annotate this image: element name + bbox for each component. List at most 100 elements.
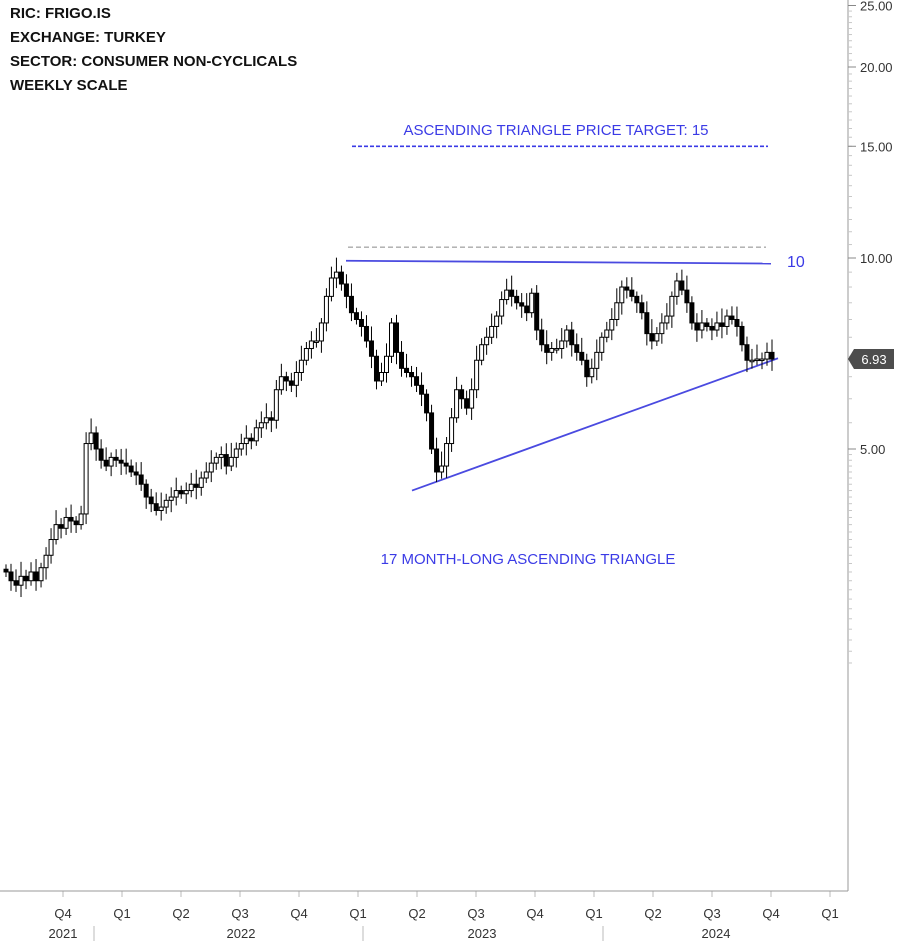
x-year-label: 2022 [227,926,256,941]
candle [333,257,339,289]
candle [759,352,765,370]
candle [248,433,254,450]
candle [243,425,249,456]
x-year-label: 2024 [702,926,731,941]
candle [188,472,194,498]
candle [158,492,164,521]
resistance-line [345,259,772,265]
y-tick-label: 10.00 [860,251,893,266]
candle [584,353,590,387]
x-tick-label: Q1 [585,906,602,921]
exchange-label: EXCHANGE: TURKEY [10,29,166,46]
candle [399,341,405,377]
candle [13,569,19,592]
candle [203,462,209,484]
candle [739,321,745,352]
candle [288,372,294,393]
candle [679,269,685,296]
candle [68,504,74,533]
candle [579,337,585,366]
candle [664,303,670,330]
candle [38,562,44,588]
x-tick-label: Q4 [762,906,779,921]
candle [343,274,349,309]
candle [123,448,129,475]
candle [519,293,525,318]
candle [178,485,184,499]
candle [624,277,630,299]
candle [629,277,635,302]
candle [133,462,139,486]
candle [273,379,279,429]
candle [444,437,450,478]
candle [514,289,520,310]
candle [198,471,204,496]
price-target-label: ASCENDING TRIANGLE PRICE TARGET: 15 [403,122,708,139]
y-tick-label: 20.00 [860,60,893,75]
candle [609,308,615,341]
candle [208,450,214,483]
candle [323,288,329,332]
candle [424,389,430,422]
candle [674,272,680,305]
candle [163,493,169,514]
support-line [411,357,779,492]
candle [33,559,39,591]
candle [328,266,334,302]
candle [233,442,239,468]
candle [729,306,735,325]
candle [429,404,435,455]
candle [504,278,510,305]
candle [604,321,610,343]
candle [734,306,740,337]
y-tick-label: 25.00 [860,0,893,14]
candle [614,288,620,327]
candle [128,459,134,477]
candle [714,311,720,337]
candle [183,482,189,504]
last-price-tag [848,349,894,370]
candle [564,325,570,348]
candle [48,528,54,564]
candle [23,569,29,590]
candle [378,362,384,386]
candle [138,462,144,491]
x-tick-label: Q2 [644,906,661,921]
candle [694,313,700,342]
x-tick-label: Q3 [703,906,720,921]
x-tick-label: Q4 [54,906,71,921]
y-tick-label: 15.00 [860,139,893,154]
candle [153,492,159,516]
candle [464,390,470,415]
candle [308,331,314,359]
candle [103,447,109,472]
x-tick-label: Q1 [113,906,130,921]
candle [228,442,234,472]
x-tick-label: Q1 [349,906,366,921]
pattern-annotations: ASCENDING TRIANGLE PRICE TARGET: 15 10 1… [345,122,805,568]
candle [639,294,645,320]
candle [484,327,490,355]
candle [439,451,445,479]
candle [268,411,274,433]
candle [278,363,284,395]
candle [118,448,124,475]
sector-label: SECTOR: CONSUMER NON-CYCLICALS [10,53,298,70]
candle [524,293,530,322]
candle [709,318,715,341]
candle [534,285,540,341]
candle [554,338,560,354]
pattern-label: 17 MONTH-LONG ASCENDING TRIANGLE [381,551,676,568]
candle [293,361,299,398]
candle [213,452,219,470]
candle [509,275,515,307]
candle [108,452,114,477]
candle [669,291,675,328]
candle [459,384,465,409]
x-year-label: 2023 [468,926,497,941]
candle [258,411,264,438]
x-tick-label: Q3 [231,906,248,921]
candle [353,307,359,325]
candle [8,563,14,591]
